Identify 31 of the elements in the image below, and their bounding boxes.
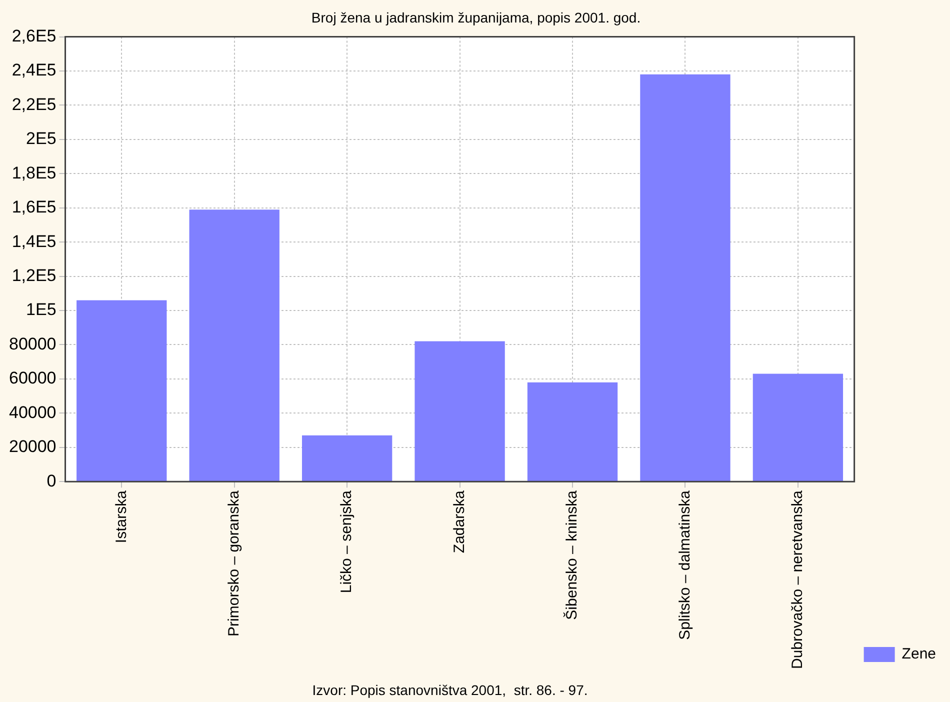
bar: [76, 300, 167, 482]
y-tick-label: 80000: [8, 334, 56, 354]
bar: [302, 435, 392, 482]
y-tick-label: 2,6E5: [12, 26, 56, 46]
legend-label: Zene: [902, 646, 936, 663]
y-tick-label: 2E5: [26, 129, 56, 148]
y-tick-label: 2,4E5: [12, 60, 56, 80]
y-tick-label: 40000: [8, 402, 56, 422]
x-tick-label: Primorsko – goranska: [225, 490, 242, 636]
bar: [640, 74, 730, 482]
y-tick-label: 1,8E5: [12, 163, 56, 182]
x-tick-label: Ličko – senjska: [338, 490, 356, 594]
bar: [189, 210, 280, 482]
chart-title: Broj žena u jadranskim županijama, popis 2001. god.: [311, 9, 641, 26]
bar: [527, 382, 618, 482]
text: Izvor: Popis stanovništva 2001, str. 86. - 97.: [312, 682, 588, 698]
bar: [752, 374, 844, 482]
x-tick-label: Šibensko – kninska: [562, 490, 581, 620]
y-tick-label: 60000: [8, 368, 56, 388]
x-tick-label: Zadarska: [450, 490, 468, 554]
y-tick-label: 1,4E5: [12, 232, 56, 251]
y-tick-label: 1,6E5: [12, 198, 56, 217]
x-tick-label: Dubrovačko – neretvanska: [789, 490, 806, 670]
y-tick-label: 1E5: [26, 300, 56, 320]
x-tick-label: Istarska: [112, 490, 130, 544]
bar: [414, 341, 505, 482]
y-tick-label: 1,2E5: [12, 266, 56, 285]
y-tick-label: 0: [46, 471, 56, 490]
y-tick-label: 2,2E5: [12, 94, 56, 114]
x-tick-label: Splitsko – dalmatinska: [676, 490, 694, 640]
y-tick-label: 20000: [8, 437, 56, 456]
